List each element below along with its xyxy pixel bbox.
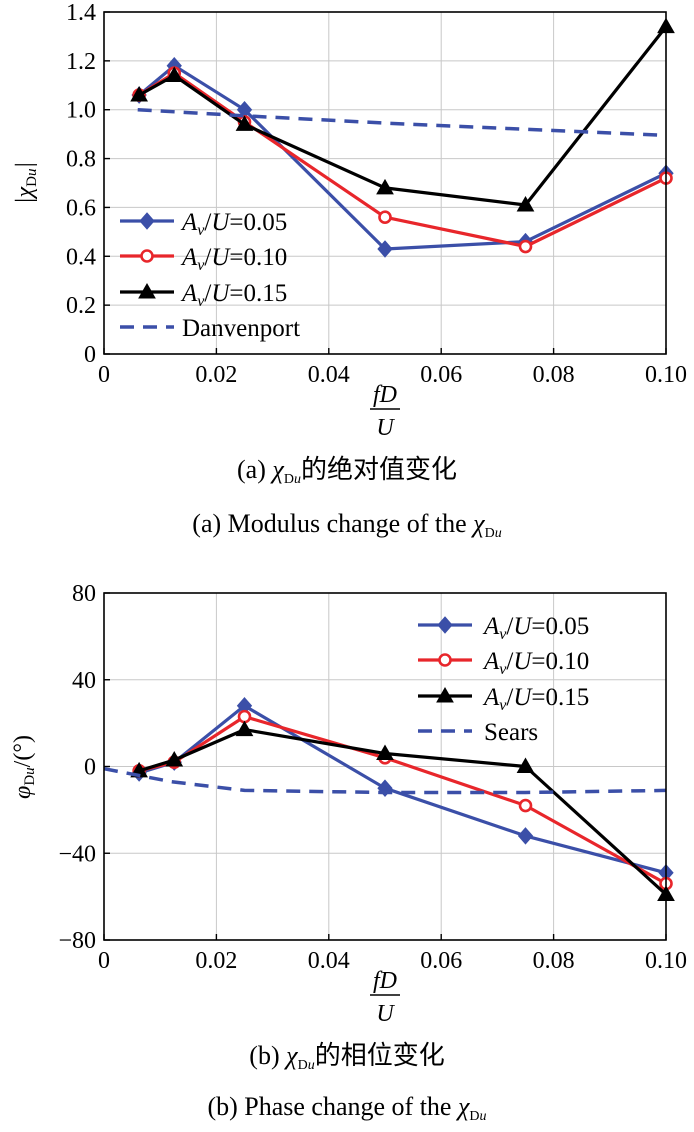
series-2-point <box>378 210 392 224</box>
legend-label: Av/U=0.15 <box>482 684 589 714</box>
grid-lines <box>103 592 667 941</box>
caption-english: (a) Modulus change of the χDu <box>192 509 501 541</box>
y-tick-label: −80 <box>58 928 96 954</box>
legend-label: Av/U=0.15 <box>180 280 287 310</box>
series-2-point <box>518 798 533 813</box>
modulus-chart: 0 0.2 0.4 0.6 0.8 1.0 1.2 1.4 0 0.02 0.04 0.06 0.08… <box>12 0 687 541</box>
legend-entry-series-2: Av/U=0.10 <box>418 648 589 678</box>
x-axis-label: fD U <box>370 382 400 441</box>
series-2-point <box>237 709 252 724</box>
series-3-point <box>376 178 394 195</box>
x-axis-label: fD U <box>370 968 400 1027</box>
legend-label: Av/U=0.05 <box>180 209 287 239</box>
x-tick-label: 0.08 <box>533 362 575 388</box>
plot-frame <box>103 592 667 941</box>
legend-marker <box>138 282 156 299</box>
legend-entry-series-4: Danvenport <box>120 315 300 342</box>
series-3-point <box>235 720 254 737</box>
y-tick-label: 0 <box>84 342 96 368</box>
caption-english: (b) Phase change of the χDu <box>207 1092 486 1124</box>
series-3-point <box>165 66 184 83</box>
legend-label: Danvenport <box>182 315 300 342</box>
legend-entry-series-4: Sears <box>418 719 538 746</box>
y-tick-labels: −80 −40 0 40 80 <box>58 581 96 954</box>
x-tick-label: 0.02 <box>195 948 237 974</box>
x-tick-label: 0.06 <box>420 948 462 974</box>
legend-label: Av/U=0.10 <box>180 244 287 274</box>
y-tick-label: 1.2 <box>66 49 96 75</box>
series-3-point <box>165 750 184 767</box>
y-tick-label: 0.8 <box>66 147 96 173</box>
legend-entry-series-3: Av/U=0.15 <box>120 280 287 310</box>
series-1-point <box>377 240 393 258</box>
legend-label: Av/U=0.10 <box>482 648 589 678</box>
legend-marker <box>437 616 453 634</box>
y-tick-labels: 0 0.2 0.4 0.6 0.8 1.0 1.2 1.4 <box>66 0 96 368</box>
x-tick-label: 0.04 <box>308 362 350 388</box>
legend-label: Av/U=0.05 <box>482 613 589 643</box>
x-axis-label-denominator: U <box>376 1001 395 1027</box>
legend-entry-series-1: Av/U=0.05 <box>418 613 589 643</box>
legend-entry-series-3: Av/U=0.15 <box>418 684 589 714</box>
x-tick-label: 0 <box>98 948 110 974</box>
y-tick-label: 0.6 <box>66 195 96 221</box>
grid-lines <box>103 11 667 355</box>
legend: Av/U=0.05 Av/U=0.10 Av/U=0.15 Danvenport <box>120 209 300 342</box>
y-tick-label: 0.4 <box>66 244 96 270</box>
legend-marker <box>436 686 454 703</box>
x-tick-label: 0.10 <box>645 948 687 974</box>
series-2-point <box>518 239 533 254</box>
legend-marker <box>139 212 155 230</box>
x-tick-label: 0.08 <box>533 948 575 974</box>
y-axis-label: |χDu| <box>12 162 40 204</box>
phase-chart: −80 −40 0 40 80 0 0.02 0.04 0.06 0.08 0.10 Av/U=0… <box>10 581 687 1124</box>
y-axis-label: φDu/(°) <box>10 735 38 799</box>
legend-entry-series-2: Av/U=0.10 <box>120 244 287 274</box>
x-axis-label-denominator: U <box>376 415 395 441</box>
plot-frame <box>103 11 667 355</box>
x-tick-label: 0 <box>98 362 110 388</box>
series-line-4 <box>137 107 667 138</box>
x-tick-labels: 0 0.02 0.04 0.06 0.08 0.10 <box>98 362 687 388</box>
y-tick-label: 0.2 <box>66 293 96 319</box>
series-3-point <box>516 757 535 773</box>
series-3-point <box>130 86 148 102</box>
y-tick-label: 80 <box>72 581 96 607</box>
legend: Av/U=0.05 Av/U=0.10 Av/U=0.15 Sears <box>418 613 589 746</box>
y-tick-label: 1.4 <box>66 0 96 26</box>
series-3-point <box>516 195 535 212</box>
series-3-point <box>376 744 394 760</box>
series-1-point <box>517 827 534 845</box>
legend-entry-series-1: Av/U=0.05 <box>120 209 287 239</box>
y-tick-label: 40 <box>72 668 96 694</box>
caption-chinese: (a) χDu的绝对值变化 <box>237 455 457 487</box>
legend-marker <box>140 249 154 263</box>
x-axis-label-numerator: fD <box>373 968 397 994</box>
series-3-point <box>235 115 254 131</box>
x-tick-label: 0.06 <box>420 362 462 388</box>
y-tick-label: −40 <box>58 841 96 867</box>
x-tick-label: 0.02 <box>195 362 237 388</box>
caption-chinese: (b) χDu的相位变化 <box>249 1041 444 1073</box>
x-axis-label-numerator: fD <box>373 382 397 408</box>
data-series <box>130 17 675 258</box>
legend-label: Sears <box>484 719 538 746</box>
x-tick-label: 0.10 <box>645 362 687 388</box>
y-tick-label: 0 <box>84 755 96 781</box>
x-tick-label: 0.04 <box>308 948 350 974</box>
y-tick-label: 1.0 <box>66 98 96 124</box>
legend-marker <box>438 653 452 667</box>
x-tick-labels: 0 0.02 0.04 0.06 0.08 0.10 <box>98 948 687 974</box>
series-line-4 <box>103 766 667 795</box>
